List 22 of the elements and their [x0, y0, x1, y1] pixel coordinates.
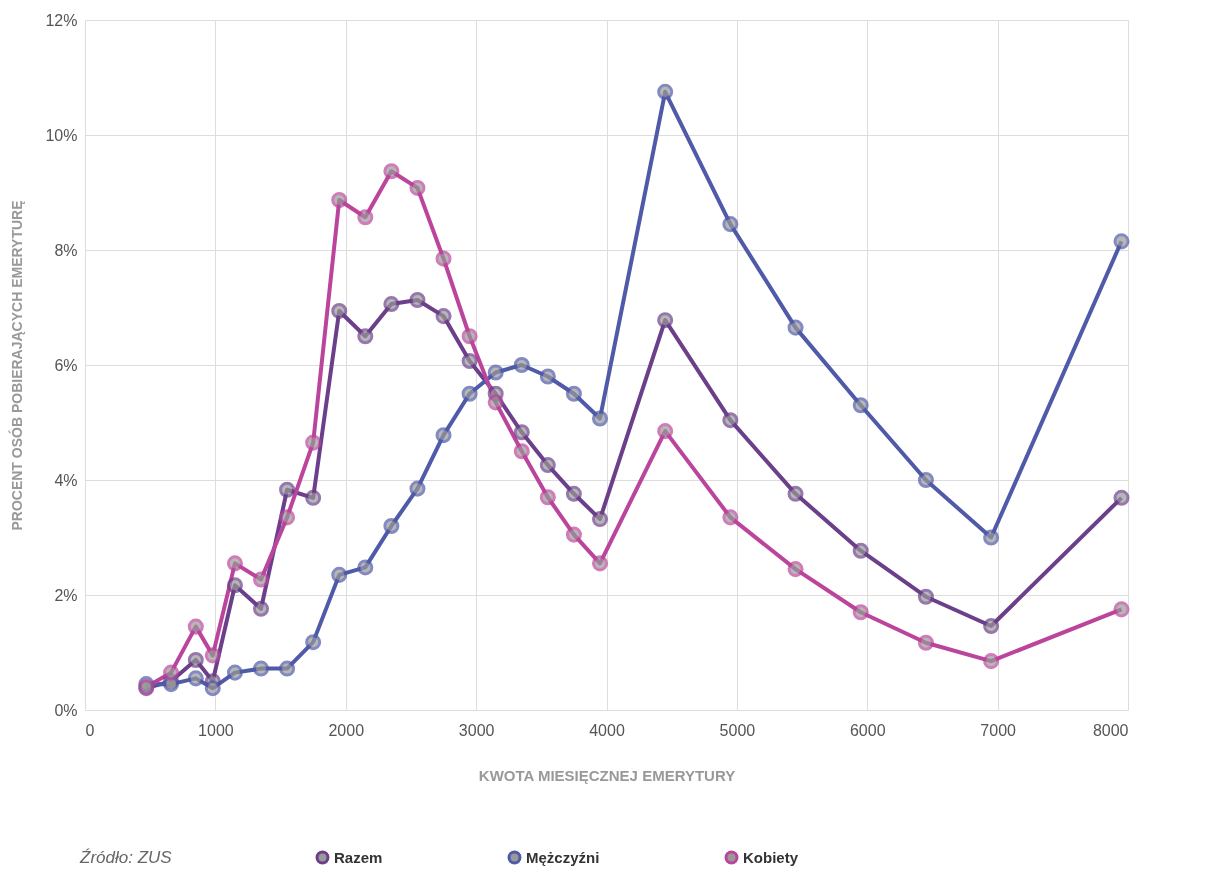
- y-tick-label: 8%: [54, 241, 78, 259]
- x-tick-label: 4000: [589, 721, 625, 739]
- x-tick-label: 5000: [719, 721, 756, 739]
- x-tick-label: 7000: [980, 721, 1017, 739]
- x-tick-label: 8000: [1092, 721, 1129, 739]
- x-tick-label: 3000: [458, 721, 495, 739]
- legend-label: Razem: [334, 848, 383, 866]
- x-tick-label: 0: [85, 721, 95, 739]
- y-tick-label: 6%: [54, 356, 78, 374]
- x-tick-label: 1000: [198, 721, 234, 739]
- y-axis-title: PROCENT OSÓB POBIERAJĄCYCH EMERYTURĘ: [8, 200, 26, 531]
- y-tick-label: 2%: [54, 586, 78, 604]
- y-tick-label: 12%: [45, 11, 78, 29]
- legend-label: Kobiety: [743, 848, 799, 866]
- y-tick-label: 4%: [54, 471, 78, 489]
- x-tick-label: 2000: [328, 721, 365, 739]
- x-tick-label: 6000: [849, 721, 886, 739]
- x-axis-title: KWOTA MIESIĘCZNEJ EMERYTURY: [478, 766, 736, 784]
- text: Źródło: ZUS: [79, 848, 173, 867]
- y-tick-label: 0%: [54, 701, 78, 719]
- y-tick-label: 10%: [45, 126, 78, 144]
- legend-label: Mężczyźni: [526, 848, 600, 866]
